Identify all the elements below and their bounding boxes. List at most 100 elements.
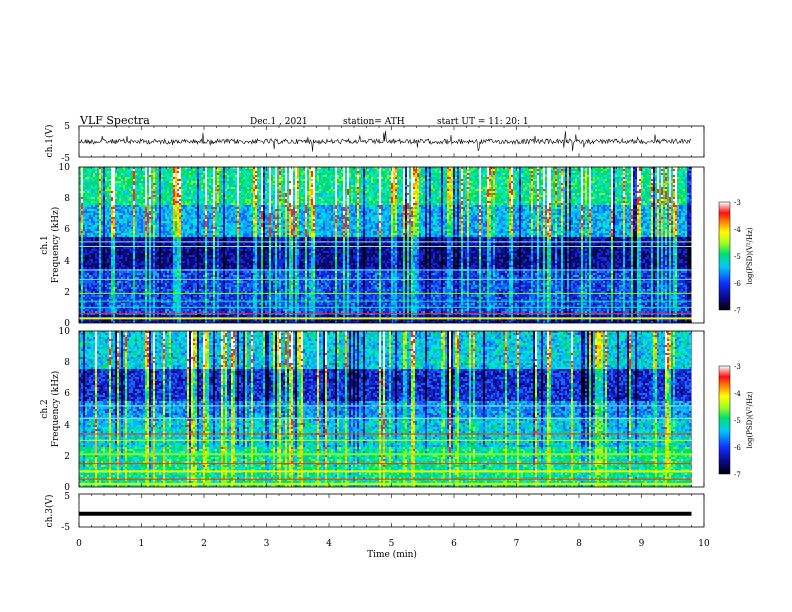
spectrogram-cell bbox=[537, 191, 539, 193]
spectrogram-cell bbox=[263, 193, 265, 195]
spectrogram-cell bbox=[373, 179, 375, 181]
spectrogram-cell bbox=[165, 177, 167, 179]
spectrogram-cell bbox=[429, 173, 431, 175]
spectrogram-cell bbox=[99, 173, 101, 175]
spectrogram-cell bbox=[569, 171, 571, 173]
spectrogram-cell bbox=[559, 181, 561, 183]
spectrogram-cell bbox=[525, 187, 527, 189]
spectrogram-cell bbox=[203, 177, 205, 179]
spectrogram-cell bbox=[125, 185, 127, 187]
spectrogram-cell bbox=[125, 179, 127, 181]
spectrogram-cell bbox=[121, 189, 123, 191]
spectrogram-cell bbox=[681, 183, 683, 185]
spectrogram-cell bbox=[611, 185, 613, 187]
spectrogram-cell bbox=[141, 183, 143, 185]
spectrogram-cell bbox=[597, 183, 599, 185]
spectrogram-cell bbox=[247, 169, 249, 171]
spectrogram-cell bbox=[567, 189, 569, 191]
spectrogram-cell bbox=[189, 187, 191, 189]
spectrogram-cell bbox=[441, 175, 443, 177]
spectrogram-cell bbox=[307, 171, 309, 173]
spectrogram-cell bbox=[81, 175, 83, 177]
spectrogram-cell bbox=[527, 185, 529, 187]
spectrogram-cell bbox=[495, 191, 497, 193]
spectrogram-cell bbox=[353, 171, 355, 173]
spectrogram-cell bbox=[553, 169, 555, 171]
spectrogram-cell bbox=[493, 183, 495, 185]
spectrogram-cell bbox=[517, 173, 519, 175]
spectrogram-cell bbox=[151, 179, 153, 181]
spectrogram-cell bbox=[537, 189, 539, 191]
spectrogram-cell bbox=[575, 185, 577, 187]
spectrogram-cell bbox=[659, 191, 661, 193]
spectrogram-cell bbox=[463, 183, 465, 185]
spectrogram-cell bbox=[337, 169, 339, 171]
spectrogram-cell bbox=[233, 173, 235, 175]
spectrogram-cell bbox=[235, 171, 237, 173]
spectrogram-cell bbox=[369, 191, 371, 193]
spectrogram-cell bbox=[343, 173, 345, 175]
spectrogram-cell bbox=[297, 181, 299, 183]
spectrogram-cell bbox=[117, 185, 119, 187]
spectrogram-cell bbox=[443, 187, 445, 189]
spectrogram-cell bbox=[89, 195, 91, 197]
spectrogram-cell bbox=[639, 193, 641, 195]
spectrogram-cell bbox=[433, 193, 435, 195]
spectrogram-cell bbox=[139, 171, 141, 173]
spectrogram-cell bbox=[411, 193, 413, 195]
spectrogram-cell bbox=[297, 185, 299, 187]
spectrogram-cell bbox=[289, 171, 291, 173]
spectrogram-cell bbox=[287, 183, 289, 185]
spectrogram-cell bbox=[267, 175, 269, 177]
spectrogram-cell bbox=[333, 187, 335, 189]
spectrogram-cell bbox=[125, 169, 127, 171]
spectrogram-cell bbox=[155, 171, 157, 173]
spectrogram-cell bbox=[669, 187, 671, 189]
spectrogram-cell bbox=[87, 183, 89, 185]
spectrogram-cell bbox=[667, 181, 669, 183]
spectrogram-cell bbox=[585, 169, 587, 171]
spectrogram-cell bbox=[287, 189, 289, 191]
spectrogram-cell bbox=[347, 177, 349, 179]
spectrogram-cell bbox=[403, 191, 405, 193]
spectrogram-cell bbox=[339, 183, 341, 185]
spectrogram-cell bbox=[95, 189, 97, 191]
spectrogram-cell bbox=[125, 173, 127, 175]
spectrogram-cell bbox=[587, 191, 589, 193]
spectrogram-cell bbox=[659, 171, 661, 173]
spectrogram-cell bbox=[453, 189, 455, 191]
spectrogram-cell bbox=[473, 189, 475, 191]
spectrogram-cell bbox=[473, 191, 475, 193]
spectrogram-cell bbox=[619, 181, 621, 183]
spectrogram-cell bbox=[421, 193, 423, 195]
spectrogram-cell bbox=[553, 189, 555, 191]
spectrogram-cell bbox=[645, 191, 647, 193]
spectrogram-cell bbox=[435, 169, 437, 171]
spectrogram-cell bbox=[149, 175, 151, 177]
spectrogram-cell bbox=[571, 189, 573, 191]
spectrogram-cell bbox=[91, 169, 93, 171]
spectrogram-cell bbox=[641, 173, 643, 175]
spectrogram-cell bbox=[503, 191, 505, 193]
spectrogram-cell bbox=[221, 183, 223, 185]
spectrogram-cell bbox=[241, 175, 243, 177]
date-label: Dec.1 , 2021 bbox=[250, 117, 308, 127]
spectrogram-cell bbox=[647, 189, 649, 191]
spectrogram-cell bbox=[251, 193, 253, 195]
spectrogram-cell bbox=[287, 191, 289, 193]
spectrogram-cell bbox=[643, 169, 645, 171]
spectrogram-cell bbox=[601, 179, 603, 181]
spectrogram-cell bbox=[549, 185, 551, 187]
spectrogram-cell bbox=[443, 183, 445, 185]
spectrogram-cell bbox=[91, 179, 93, 181]
spectrogram-cell bbox=[177, 171, 179, 173]
spectrogram-cell bbox=[553, 191, 555, 193]
spectrogram-cell bbox=[577, 177, 579, 179]
spectrogram-cell bbox=[523, 179, 525, 181]
spectrogram-cell bbox=[343, 177, 345, 179]
spectrogram-cell bbox=[455, 187, 457, 189]
spectrogram-cell bbox=[325, 177, 327, 179]
spectrogram-cell bbox=[211, 179, 213, 181]
spectrogram-cell bbox=[383, 189, 385, 191]
spectrogram-cell bbox=[671, 179, 673, 181]
